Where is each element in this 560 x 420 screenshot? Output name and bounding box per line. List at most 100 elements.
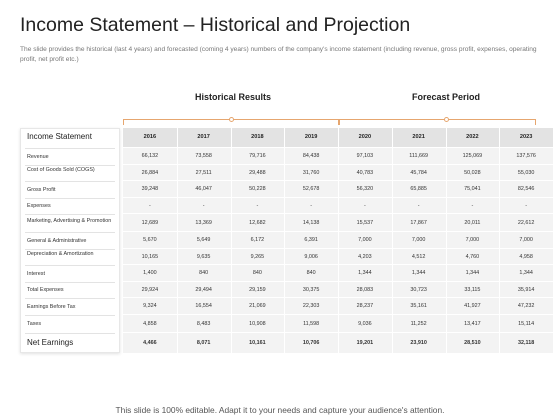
table-cell: - (310, 202, 313, 209)
row-label: Marketing, Advertising & Promotion (27, 217, 112, 224)
table-cell: 45,784 (410, 169, 427, 176)
row-separator (123, 297, 553, 298)
column-separator (445, 128, 447, 353)
table-cell: 1,344 (519, 270, 533, 276)
row-label: Depreciation & Amortization (27, 251, 94, 258)
row-label: General & Administrative (27, 237, 87, 244)
table-cell: - (363, 202, 366, 209)
table-cell: 73,558 (195, 153, 212, 159)
table-cell: 5,670 (143, 237, 157, 243)
table-cell: 125,069 (462, 153, 483, 159)
row-separator (123, 231, 553, 232)
footer-text: This slide is 100% editable. Adapt it to… (115, 405, 445, 415)
historical-bracket (123, 113, 339, 125)
table-cell: - (471, 202, 474, 209)
column-separator (499, 128, 501, 353)
row-label: Taxes (27, 321, 42, 328)
row-label: Earnings Before Tax (27, 303, 76, 310)
table-cell: 47,232 (517, 303, 535, 309)
table-cell: 29,494 (195, 286, 212, 293)
historical-results-label: Historical Results (194, 92, 272, 102)
table-cell: 29,924 (141, 286, 159, 293)
column-separator (230, 128, 232, 353)
slide-title: Income Statement – Historical and Projec… (20, 14, 411, 36)
year-header: 2016 (143, 134, 157, 140)
table-cell: 840 (252, 270, 262, 276)
row-label: Gross Profit (27, 186, 56, 193)
table-cell: 840 (306, 270, 316, 276)
row-separator (123, 332, 553, 333)
table-cell: 22,612 (517, 219, 535, 226)
table-cell: 7,000 (465, 237, 480, 243)
historical-bracket-dot (229, 117, 234, 122)
table-cell: 11,252 (410, 320, 427, 327)
table-cell: 840 (199, 270, 209, 276)
forecast-bracket-dot (444, 117, 449, 122)
table-cell: - (256, 202, 259, 209)
table-cell: 50,228 (249, 186, 266, 192)
table-cell: 39,248 (141, 186, 159, 192)
row-separator (123, 196, 553, 198)
table-cell: - (202, 202, 205, 209)
row-label: Expenses (27, 203, 51, 210)
row-separator (25, 148, 115, 149)
table-cell: 27,511 (195, 169, 212, 176)
table-cell: 4,760 (465, 253, 480, 260)
year-header: 2022 (466, 134, 479, 140)
table-cell: 1,400 (143, 270, 157, 276)
row-separator (123, 247, 553, 249)
table-cell: 8,071 (196, 339, 211, 346)
table-cell: 30,375 (302, 286, 320, 293)
table-cell: 7,000 (519, 237, 533, 243)
row-separator (25, 265, 115, 266)
row-label: Cost of Goods Sold (COGS) (27, 167, 95, 174)
table-cell: 13,417 (464, 320, 481, 327)
table-cell: 9,635 (196, 253, 211, 260)
row-separator (25, 214, 115, 215)
forecast-period-label: Forecast Period (411, 92, 481, 102)
row-separator (25, 164, 115, 166)
row-label: Interest (27, 270, 45, 277)
table-cell: 41,927 (464, 303, 481, 309)
table-cell: 10,908 (249, 320, 266, 327)
table-cell: 35,161 (410, 303, 427, 309)
column-separator (284, 128, 286, 353)
year-header: 2019 (304, 134, 318, 140)
table-cell: 21,069 (249, 303, 266, 309)
table-cell: 29,488 (249, 169, 266, 176)
table-cell: 1,344 (358, 270, 372, 276)
table-cell: 9,006 (304, 253, 318, 260)
table-cell: 35,914 (517, 286, 535, 293)
table-cell: 9,265 (250, 253, 265, 260)
table-cell: 56,320 (356, 186, 374, 192)
table-cell: 23,910 (410, 339, 427, 346)
row-separator (25, 298, 115, 299)
table-cell: 8,483 (196, 320, 211, 327)
table-cell: 28,083 (356, 286, 374, 293)
row-label: Total Expenses (27, 287, 64, 294)
table-cell: 9,036 (358, 320, 372, 327)
table-cell: 13,369 (195, 219, 212, 226)
historical-bracket-right-tick (338, 119, 339, 125)
table-cell: 28,510 (464, 339, 481, 346)
table-cell: 82,546 (517, 186, 535, 192)
table-cell: 26,884 (141, 169, 159, 176)
table-cell: 22,303 (302, 303, 320, 309)
table-cell: 1,344 (411, 270, 426, 276)
table-cell: 4,958 (519, 253, 533, 260)
table-cell: 30,723 (410, 286, 427, 293)
table-cell: 50,028 (464, 169, 481, 176)
table-cell: 111,669 (409, 153, 428, 159)
row-label: Net Earnings (27, 337, 74, 347)
table-cell: 12,689 (141, 219, 159, 226)
table-cell: 4,512 (411, 253, 426, 260)
income-statement-table: Income Statement Revenue Cost of Goods Sol… (20, 128, 553, 353)
table-cell: 6,391 (304, 237, 318, 243)
historical-bracket-left-tick (123, 119, 124, 125)
table-cell: 6,172 (250, 237, 265, 243)
table-cell: 14,138 (302, 219, 320, 226)
row-separator (25, 248, 115, 250)
table-cell: 10,165 (141, 253, 159, 260)
table-cell: 55,030 (517, 169, 535, 176)
table-cell: 7,000 (411, 237, 426, 243)
